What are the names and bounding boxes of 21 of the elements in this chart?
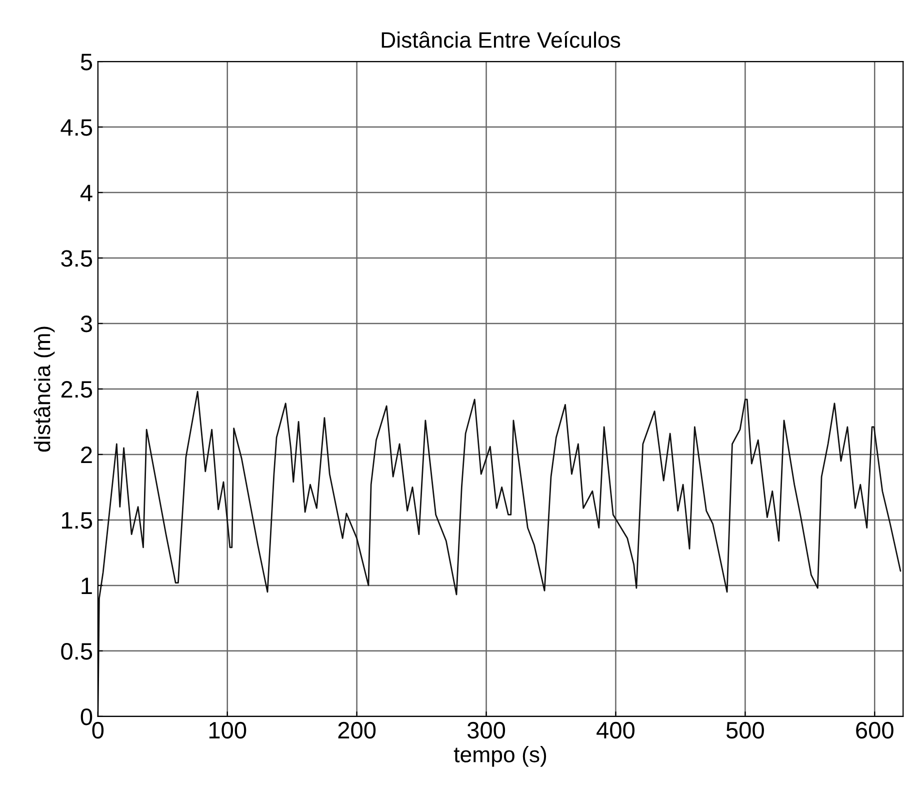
y-tick-label: 1 xyxy=(82,578,92,594)
y-tick-label: 0.5 xyxy=(61,642,92,660)
y-tick-label: 2.5 xyxy=(61,381,92,398)
x-tick-label: 600 xyxy=(856,722,894,739)
y-axis-title: distância (m) xyxy=(34,326,55,452)
x-tick-label: 0 xyxy=(92,722,104,739)
x-tick-label: 400 xyxy=(596,722,634,739)
y-tick-label: 2 xyxy=(81,446,92,464)
y-tick-label: 5 xyxy=(80,54,92,70)
chart-title: Distância Entre Veículos xyxy=(382,31,620,48)
y-tick-label: 1.5 xyxy=(62,512,92,529)
x-tick-label: 500 xyxy=(726,722,764,739)
y-tick-label: 3 xyxy=(80,316,92,332)
x-tick-label: 100 xyxy=(209,722,246,739)
y-tick-label: 0 xyxy=(80,708,92,726)
y-tick-label: 4.5 xyxy=(60,119,92,136)
y-tick-label: 3.5 xyxy=(61,250,92,267)
x-axis-title: tempo (s) xyxy=(454,746,546,767)
y-tick-label: 4 xyxy=(80,184,92,202)
x-tick-label: 300 xyxy=(467,722,506,739)
x-tick-label: 200 xyxy=(338,722,376,739)
